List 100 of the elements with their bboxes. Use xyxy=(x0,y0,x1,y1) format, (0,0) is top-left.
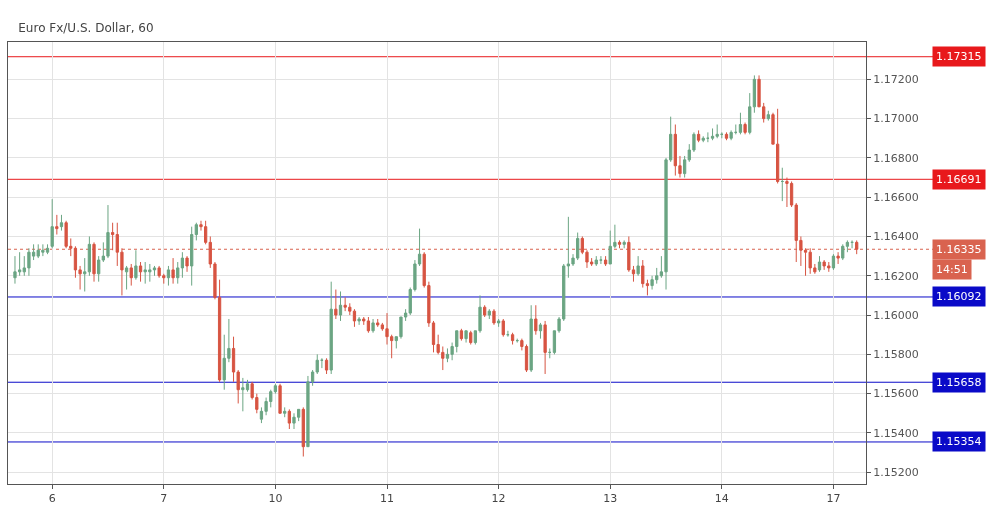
candlestick xyxy=(729,129,733,141)
candlestick xyxy=(166,265,171,287)
x-tick-label: 17 xyxy=(826,492,841,506)
candlestick xyxy=(487,308,491,320)
candlestick xyxy=(855,239,859,255)
ref-line-label: 1.16691 xyxy=(936,173,982,186)
candlestick xyxy=(622,239,626,249)
candlestick xyxy=(706,131,710,143)
candlestick xyxy=(106,204,110,259)
candlestick xyxy=(766,110,770,122)
candlestick xyxy=(13,255,17,285)
y-tick-label: 1.16000 xyxy=(873,308,919,322)
candlestick xyxy=(543,320,547,375)
y-tick-label: 1.15800 xyxy=(873,348,919,362)
candlestick xyxy=(283,406,287,418)
x-tick-label: 13 xyxy=(603,492,618,506)
candlestick xyxy=(636,255,640,277)
candlestick xyxy=(701,135,705,143)
candlestick xyxy=(92,241,96,283)
y-tick-label: 1.16600 xyxy=(873,191,919,205)
candlestick xyxy=(301,406,305,457)
ref-line-label: 1.16335 xyxy=(936,243,982,256)
candlestick xyxy=(841,243,845,261)
x-tick-label: 14 xyxy=(714,492,729,506)
candlestick xyxy=(817,255,822,273)
candlestick xyxy=(194,222,198,241)
candlestick xyxy=(324,357,329,375)
chart-title: Euro Fx/U.S. Dollar, 60 xyxy=(18,20,154,35)
candlestick xyxy=(366,316,371,334)
y-tick-label: 1.15600 xyxy=(873,387,919,401)
y-tick-label: 1.16200 xyxy=(873,269,919,283)
candlestick xyxy=(510,332,515,346)
y-tick-label: 1.17000 xyxy=(873,112,919,126)
candlestick xyxy=(185,255,189,273)
candlestick xyxy=(338,290,343,322)
candlestick xyxy=(850,239,854,249)
y-tick-label: 1.16400 xyxy=(873,230,919,244)
candlestick xyxy=(785,177,789,208)
y-tick-label: 1.16800 xyxy=(873,151,919,165)
candlestick xyxy=(357,316,361,326)
text: 14:51 xyxy=(936,263,968,276)
x-tick-label: 12 xyxy=(491,492,506,506)
y-tick-label: 1.15400 xyxy=(873,426,919,440)
candlestick xyxy=(724,131,729,141)
candlestick xyxy=(97,255,101,283)
candlestick xyxy=(696,129,701,143)
candlestick xyxy=(710,127,715,141)
candlestick xyxy=(506,330,510,338)
candlestick xyxy=(682,155,687,179)
candlestick xyxy=(469,330,473,346)
y-tick-label: 1.17200 xyxy=(873,73,919,87)
candlestick xyxy=(445,347,450,363)
candlestick xyxy=(50,198,54,249)
candlestick xyxy=(743,122,747,135)
candlestick xyxy=(241,377,245,412)
candlestick xyxy=(334,289,338,320)
candlestick xyxy=(278,383,282,414)
candlestick xyxy=(496,318,501,328)
x-tick-label: 11 xyxy=(380,492,395,506)
candlestick xyxy=(190,226,194,287)
candlestick xyxy=(492,308,496,326)
candlestick xyxy=(124,265,129,291)
candlestick xyxy=(738,112,743,135)
candlestick xyxy=(376,318,380,328)
candlestick xyxy=(501,318,505,338)
candlestick xyxy=(831,253,836,271)
candlestick xyxy=(55,214,59,236)
ref-line-label: 1.15658 xyxy=(936,376,982,389)
candlestick xyxy=(171,257,175,285)
candlestick xyxy=(459,328,464,342)
candlestick xyxy=(138,261,143,283)
candlestick xyxy=(129,263,133,287)
candlestick xyxy=(483,304,487,318)
candlestick xyxy=(836,251,840,265)
candlestick xyxy=(371,318,375,334)
x-tick-label: 7 xyxy=(160,492,168,506)
candlestick xyxy=(599,255,603,265)
candlestick xyxy=(715,124,719,139)
candlestick xyxy=(134,249,138,281)
candlestick xyxy=(603,255,608,267)
x-tick-label: 10 xyxy=(268,492,283,506)
candlestick xyxy=(538,322,543,340)
candlestick xyxy=(59,214,64,232)
candlestick xyxy=(617,239,622,249)
candlestick xyxy=(534,304,538,336)
x-tick-label: 6 xyxy=(48,492,56,506)
ref-line-label: 1.17315 xyxy=(936,50,982,63)
candlestick xyxy=(287,408,291,430)
y-tick-label: 1.15200 xyxy=(873,466,919,480)
candlestick xyxy=(594,255,598,267)
ref-line-label: 1.15354 xyxy=(936,435,982,448)
ref-line-label: 1.16092 xyxy=(936,290,982,303)
candlestick xyxy=(529,304,533,373)
candlestick xyxy=(329,281,333,375)
candlestick xyxy=(780,167,784,202)
candlestick xyxy=(45,243,50,255)
candlestick xyxy=(292,412,296,430)
candlestick xyxy=(320,357,324,369)
candlestick xyxy=(110,222,115,251)
candlestick xyxy=(464,330,468,344)
